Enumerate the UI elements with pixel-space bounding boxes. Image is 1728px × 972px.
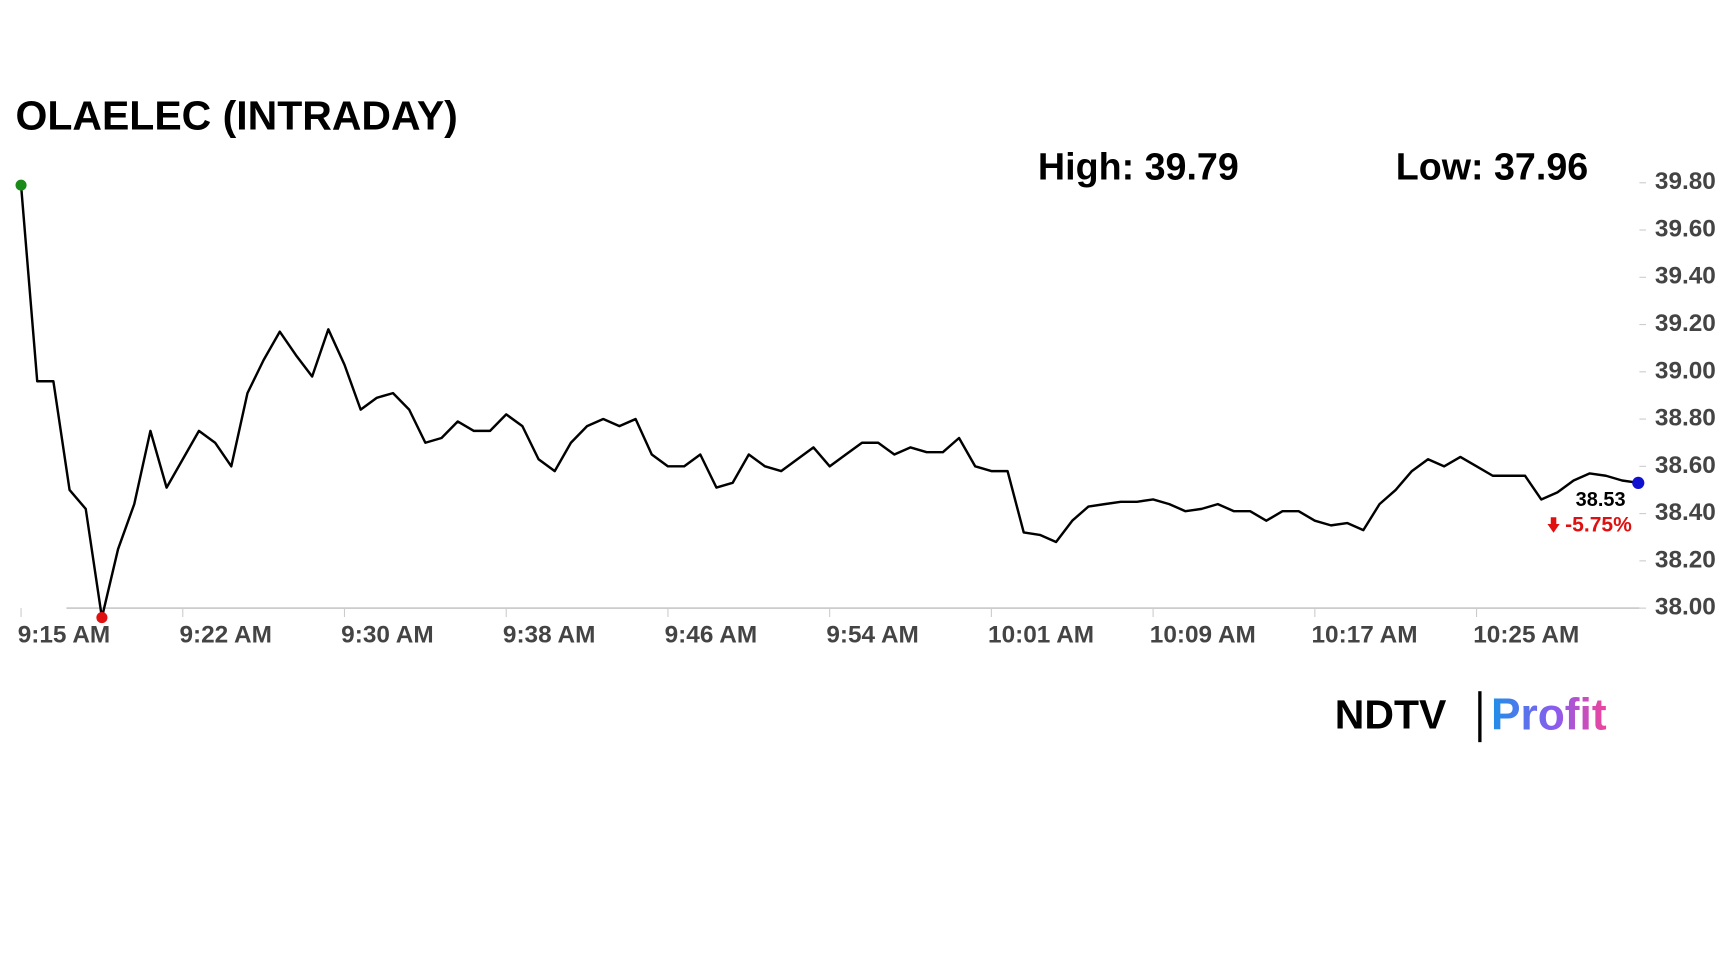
x-tick-label: 9:38 AM xyxy=(503,621,596,648)
y-tick-label: 38.80 xyxy=(1655,405,1716,432)
x-tick-label: 9:54 AM xyxy=(826,621,919,648)
low-dot xyxy=(96,612,108,624)
y-tick-label: 39.20 xyxy=(1655,310,1716,337)
y-tick-label: 39.80 xyxy=(1655,168,1716,195)
y-tick-label: 38.60 xyxy=(1655,452,1716,479)
logo-ndtv: NDTV xyxy=(1335,692,1447,738)
x-tick-label: 9:15 AM xyxy=(18,621,111,648)
down-arrow xyxy=(1547,517,1560,533)
x-tick-label: 10:25 AM xyxy=(1473,621,1579,648)
chart-title: OLAELEC (INTRADAY) xyxy=(16,92,458,138)
y-tick-label: 39.60 xyxy=(1655,215,1716,242)
y-tick-label: 39.00 xyxy=(1655,357,1716,384)
end-dot xyxy=(1632,476,1645,489)
x-tick-label: 10:01 AM xyxy=(988,621,1094,648)
price-line xyxy=(19,184,1639,619)
y-tick-label: 38.40 xyxy=(1655,499,1716,526)
low-label: Low: 37.96 xyxy=(1396,145,1589,187)
y-tick-label: 39.40 xyxy=(1655,263,1716,290)
x-tick-label: 9:46 AM xyxy=(665,621,758,648)
y-tick-label: 38.20 xyxy=(1655,546,1716,573)
start-dot xyxy=(15,179,27,191)
x-tick-label: 10:17 AM xyxy=(1312,621,1418,648)
last-value-label: 38.53 xyxy=(1576,489,1626,511)
x-tick-label: 10:09 AM xyxy=(1150,621,1256,648)
x-tick-label: 9:22 AM xyxy=(179,621,272,648)
change-label: -5.75% xyxy=(1565,514,1632,537)
x-tick-label: 9:30 AM xyxy=(341,621,434,648)
logo-profit: Profit xyxy=(1491,690,1607,739)
high-label: High: 39.79 xyxy=(1038,145,1239,187)
y-tick-label: 38.00 xyxy=(1655,594,1716,621)
